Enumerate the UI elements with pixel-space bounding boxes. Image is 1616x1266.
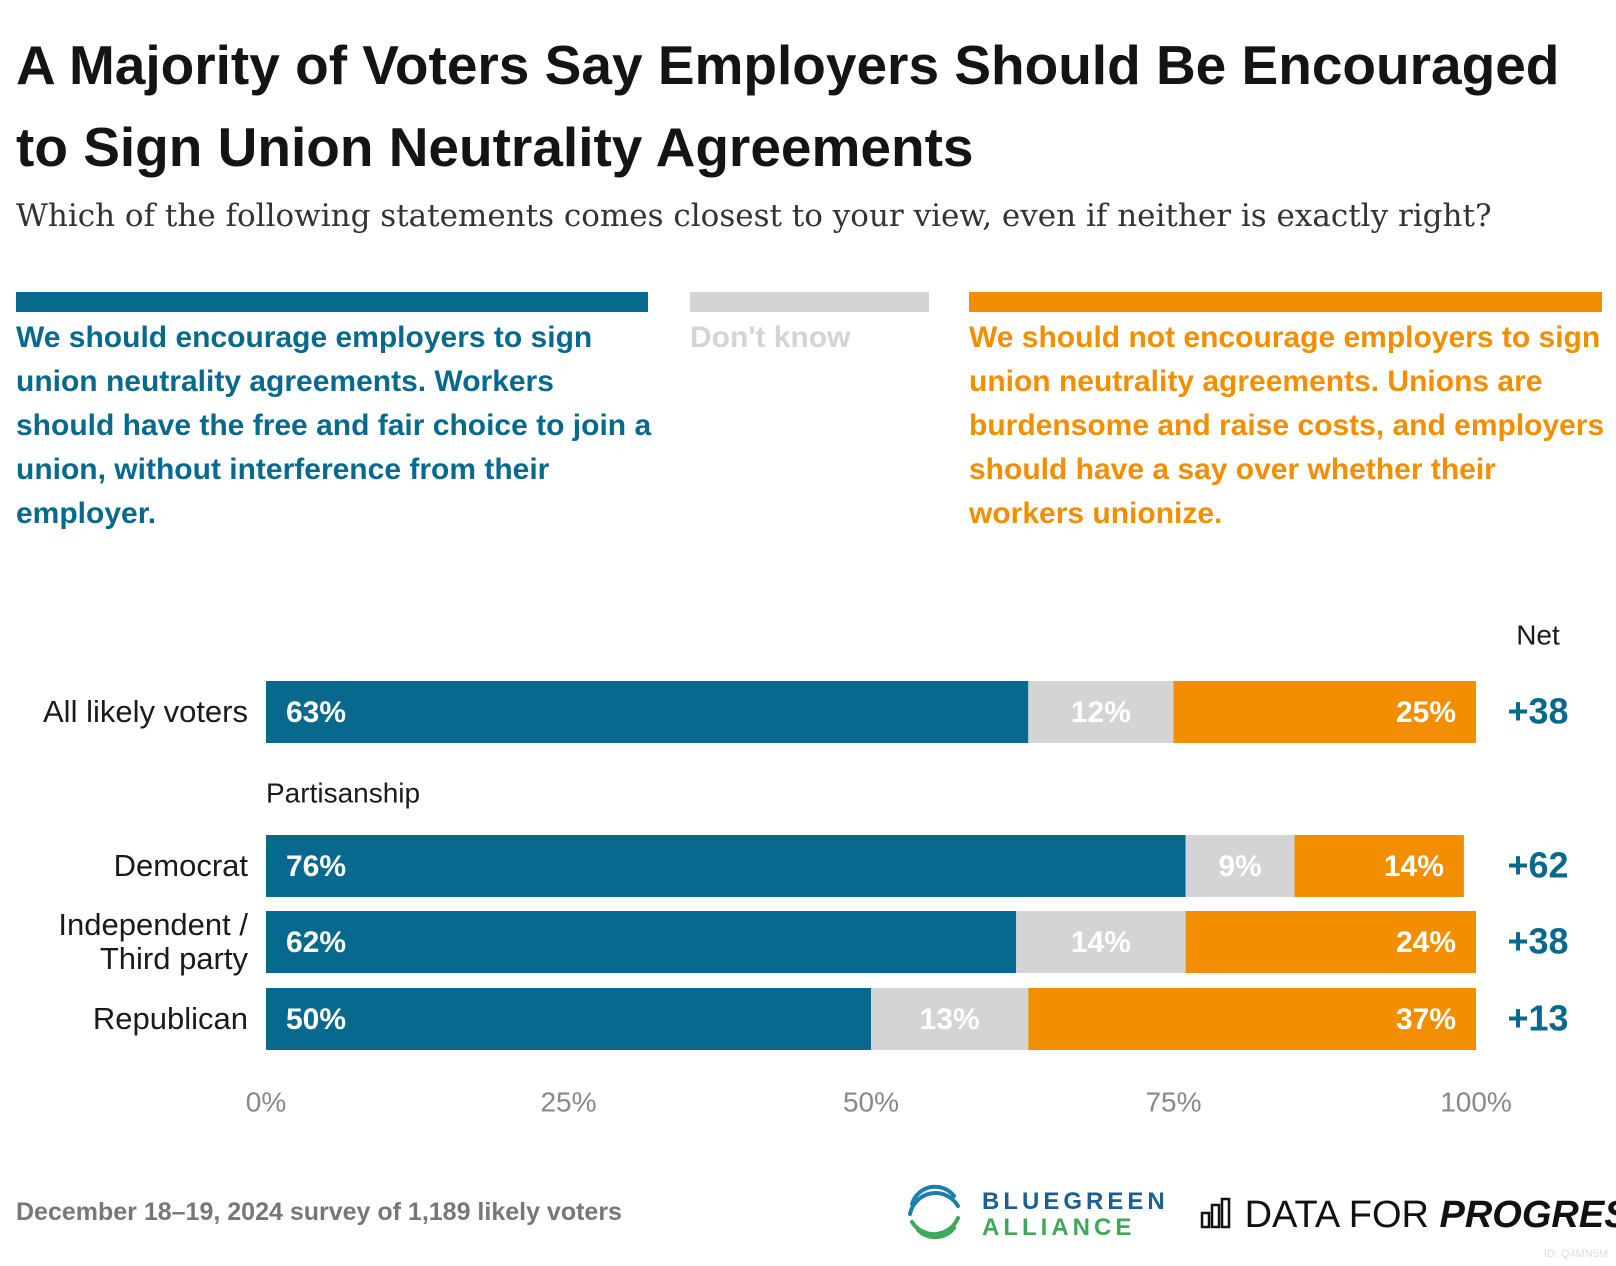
net-header: Net [1516,619,1560,650]
bar-segment [1028,988,1476,1050]
bar-segment [1185,911,1476,973]
logo-text: PROGRESS [1439,1194,1616,1236]
net-value: +13 [1507,998,1568,1039]
bar-value-label: 62% [286,926,346,959]
logo-icon [1200,1197,1231,1229]
legend-swatch [16,292,648,312]
legend-label: We should not encourage employers to sig… [969,321,1605,530]
bar-value-label: 76% [286,850,346,883]
bar-value-label: 9% [1218,850,1261,883]
chart-id: ID: Q4MN5M [1543,1248,1608,1260]
bar-segment [1016,911,1186,973]
bar-value-label: 50% [286,1003,346,1036]
bar-segment [1173,681,1476,743]
category-label: Republican [92,1001,248,1036]
bar-segment [266,988,871,1050]
bar-value-label: 24% [1396,926,1456,959]
legend-label: We should encourage employers to sign un… [16,321,652,530]
category-label: Independent / Third party [58,907,248,976]
logo-text: ALLIANCE [982,1214,1136,1241]
bar-value-label: 14% [1071,926,1131,959]
net-value: +38 [1507,691,1568,732]
legend-label: Don't know [690,321,851,354]
group-label: Partisanship [266,777,420,808]
bar-value-label: 63% [286,696,346,729]
legend-swatch [690,292,929,312]
net-value: +62 [1507,845,1568,886]
bar-segment [1294,835,1464,897]
x-tick-label: 25% [540,1086,596,1117]
bar-segment [266,911,1017,973]
bar-value-label: 25% [1396,696,1456,729]
x-tick-label: 50% [843,1086,899,1117]
bar-segment [1028,681,1174,743]
logo-text: BLUEGREEN [982,1188,1169,1215]
chart-title: A Majority of Voters Say Employers Shoul… [16,34,1560,178]
logo-icon [908,1184,960,1240]
category-label: All likely voters [43,694,248,729]
x-tick-label: 100% [1440,1086,1512,1117]
net-value: +38 [1507,921,1568,962]
dfp-logo: DATA FOR PROGRESS [1200,1194,1616,1237]
bar-segment [871,988,1029,1050]
bar-segment [1185,835,1295,897]
logo-text: DATA FOR [1244,1194,1429,1236]
bar-segment [266,835,1186,897]
category-label: Democrat [113,848,248,883]
x-tick-label: 0% [246,1086,286,1117]
footer-note: December 18–19, 2024 survey of 1,189 lik… [16,1198,622,1226]
bar-value-label: 12% [1071,696,1131,729]
bar-value-label: 14% [1384,850,1444,883]
bar-segment [266,681,1029,743]
x-tick-label: 75% [1145,1086,1201,1117]
legend-swatch [969,292,1602,312]
chart-subtitle: Which of the following statements comes … [16,198,1492,234]
bar-value-label: 13% [920,1003,980,1036]
bar-value-label: 37% [1396,1003,1456,1036]
bluegreen-logo: BLUEGREEN ALLIANCE [904,1182,1165,1247]
